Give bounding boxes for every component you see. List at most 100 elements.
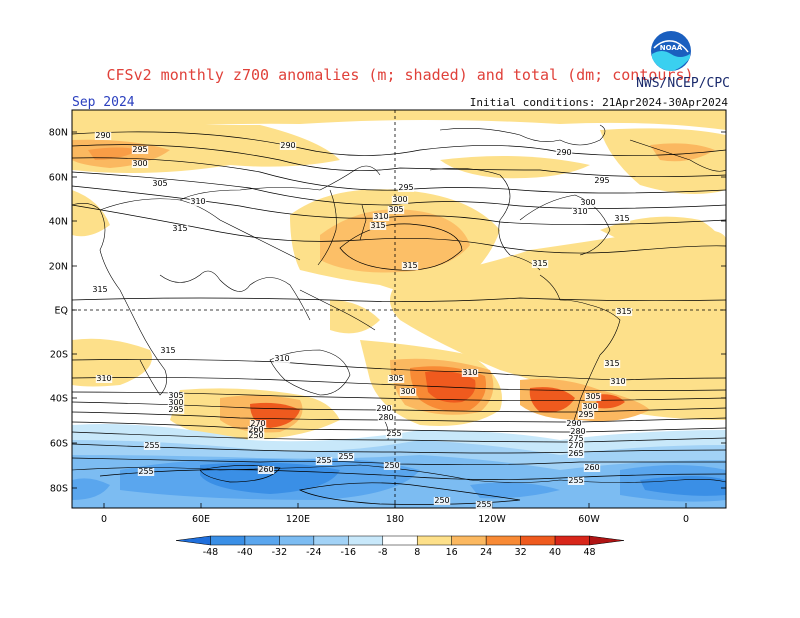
- contour-label-bg: [401, 262, 419, 270]
- contour-label-bg: [399, 388, 417, 396]
- contour-label: 255: [316, 456, 331, 465]
- colorbar-tick: -24: [306, 547, 322, 558]
- contour-label: 290: [376, 404, 391, 413]
- grid-lines: [72, 110, 726, 508]
- contour-label: 315: [604, 359, 619, 368]
- contour-label-bg: [593, 177, 611, 185]
- colorbar-swatch: [279, 535, 315, 546]
- lon-label: 120W: [478, 514, 506, 525]
- contour-label-bg: [571, 208, 589, 216]
- contour-label: 250: [384, 461, 399, 470]
- logo-text: NOAA: [660, 44, 683, 52]
- contour-label: 310: [462, 368, 477, 377]
- contour-label: 310: [190, 197, 205, 206]
- contour-label-bg: [613, 215, 631, 223]
- contour-label-bg: [609, 378, 627, 386]
- colorbar-tick: 16: [446, 547, 458, 558]
- contour-label: 300: [580, 198, 595, 207]
- colorbar-swatch: [210, 535, 246, 546]
- contour-label: 255: [144, 441, 159, 450]
- contour-label-bg: [584, 393, 602, 401]
- colorbar-swatch: [416, 535, 452, 546]
- lon-label: 0: [101, 514, 107, 525]
- contour-label-bg: [567, 477, 585, 485]
- contour-label-bg: [137, 468, 155, 476]
- contour-label-bg: [94, 132, 112, 140]
- colorbar-tick: 8: [414, 547, 420, 558]
- colorbar-tick: -40: [237, 547, 253, 558]
- contour-label-bg: [131, 160, 149, 168]
- contour-label: 300: [392, 195, 407, 204]
- contour-label-bg: [383, 462, 401, 470]
- colorbar-swatch: [313, 535, 349, 546]
- longitude-ticks: 0 60E 120E 180 120W 60W 0: [101, 503, 689, 525]
- contour-label-bg: [579, 199, 597, 207]
- contour-label-bg: [531, 260, 549, 268]
- contour-label-bg: [369, 222, 387, 230]
- contour-label-bg: [377, 414, 395, 422]
- contour-label-bg: [171, 225, 189, 233]
- colorbar-tick: 24: [480, 547, 492, 558]
- lat-label: 80S: [50, 484, 68, 495]
- lon-label: 60E: [192, 514, 210, 525]
- contour-label-bg: [151, 180, 169, 188]
- contour-label-bg: [387, 375, 405, 383]
- contour-label: 295: [578, 410, 593, 419]
- contour-label: 290: [280, 141, 295, 150]
- contour-label: 315: [172, 224, 187, 233]
- contour-label-bg: [397, 184, 415, 192]
- colorbar-swatch: [520, 535, 556, 546]
- contour-label-bg: [565, 420, 583, 428]
- contour-label: 305: [388, 374, 403, 383]
- contour-label-bg: [95, 375, 113, 383]
- contour-label-bg: [577, 411, 595, 419]
- colorbar-tick: 40: [549, 547, 561, 558]
- colorbar-swatch: [451, 535, 487, 546]
- coastlines: [72, 124, 726, 483]
- contour-label-bg: [475, 501, 493, 509]
- contour-label-bg: [372, 213, 390, 221]
- contour-label: 265: [568, 449, 583, 458]
- lon-label: 120E: [286, 514, 310, 525]
- contour-label-bg: [603, 360, 621, 368]
- lat-label: 20N: [49, 262, 68, 273]
- contour-label: 260: [258, 465, 273, 474]
- contour-label-bg: [461, 369, 479, 377]
- contour-label-bg: [433, 497, 451, 505]
- contour-label: 310: [274, 354, 289, 363]
- contour-label: 280: [378, 413, 393, 422]
- colorbar-tick: 48: [583, 547, 595, 558]
- contour-label-bg: [581, 403, 599, 411]
- contour-label-bg: [189, 198, 207, 206]
- colorbar-tick: -32: [272, 547, 288, 558]
- noaa-logo-icon: NOAA: [651, 31, 691, 71]
- latitude-ticks: 80N 60N 40N 20N EQ 20S 40S 60S 80S: [49, 128, 726, 495]
- contour-label: 310: [373, 212, 388, 221]
- contour-label: 315: [616, 307, 631, 316]
- contour-label-bg: [391, 196, 409, 204]
- contour-label: 270: [250, 419, 265, 428]
- lat-label: EQ: [55, 306, 68, 317]
- colorbar-swatch: [175, 535, 211, 546]
- contour-label-bg: [167, 392, 185, 400]
- agency-label: NWS/NCEP/CPC: [636, 76, 730, 91]
- contour-label-bg: [131, 146, 149, 154]
- colorbar-swatch: [348, 535, 384, 546]
- lat-label: 40S: [50, 394, 68, 405]
- contour-label-bg: [567, 450, 585, 458]
- contour-label: 310: [96, 374, 111, 383]
- contour-label-bg: [385, 430, 403, 438]
- contour-label: 250: [248, 431, 263, 440]
- contour-label: 295: [398, 183, 413, 192]
- contour-label: 260: [248, 425, 263, 434]
- contour-label-bg: [615, 308, 633, 316]
- lat-label: 20S: [50, 350, 68, 361]
- lat-label: 60N: [49, 173, 68, 184]
- contour-label-bg: [337, 453, 355, 461]
- contour-label-bg: [143, 442, 161, 450]
- contour-label: 290: [95, 131, 110, 140]
- contour-label-bg: [167, 406, 185, 414]
- lon-label: 0: [683, 514, 689, 525]
- colorbar-tick: -8: [378, 547, 387, 558]
- forecast-month: Sep 2024: [72, 95, 135, 110]
